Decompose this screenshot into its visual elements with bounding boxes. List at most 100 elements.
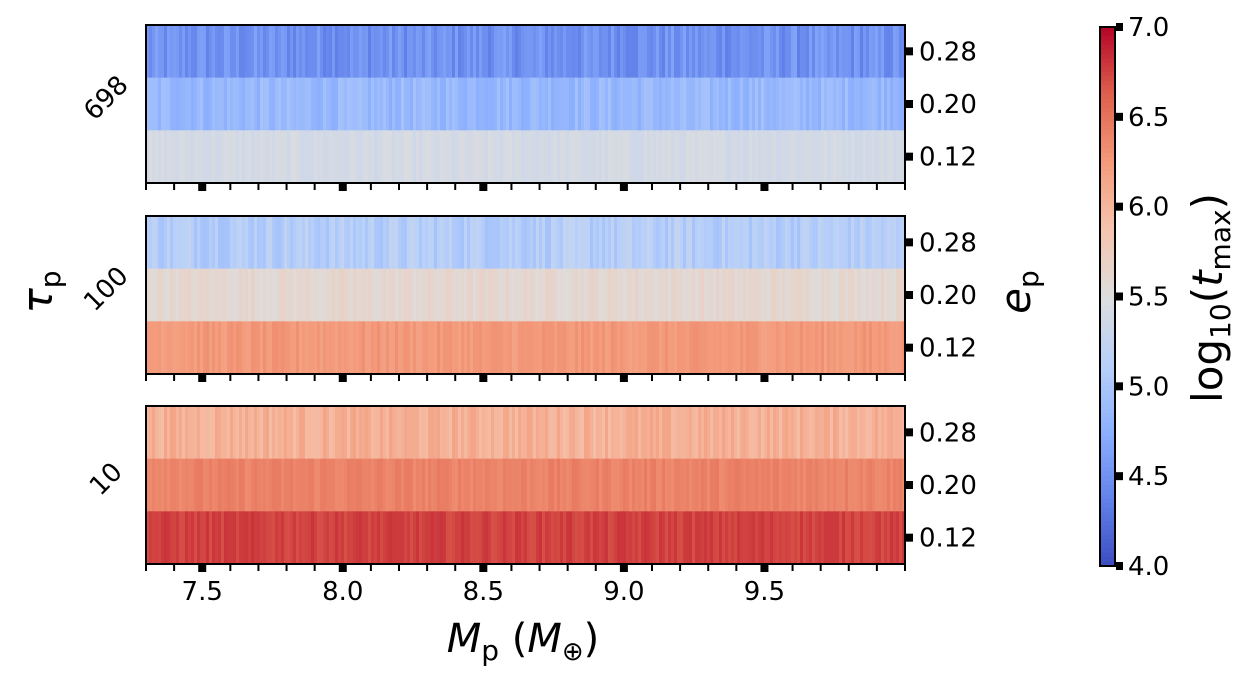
- panels-layer: 0.280.200.126980.280.200.121000.280.200.…: [78, 24, 977, 607]
- heatmap-cell: [656, 25, 660, 78]
- heatmap-cell: [260, 25, 264, 78]
- heatmap-cell: [269, 511, 273, 565]
- heatmap-cell: [599, 321, 603, 375]
- heatmap-cell: [779, 216, 783, 269]
- heatmap-cell: [866, 321, 870, 375]
- heatmap-cell: [647, 216, 651, 269]
- heatmap-cell: [509, 130, 513, 184]
- heatmap-cell: [248, 25, 252, 78]
- heatmap-cell: [830, 268, 834, 322]
- heatmap-cell: [557, 511, 561, 565]
- heatmap-cell: [158, 511, 162, 565]
- heatmap-cell: [278, 406, 282, 459]
- heatmap-cell: [218, 25, 222, 78]
- colorbar-segment: [1100, 170, 1115, 176]
- heatmap-cell: [242, 268, 246, 322]
- heatmap-cell: [197, 458, 201, 512]
- heatmap-cell: [332, 130, 336, 184]
- heatmap-cell: [212, 511, 216, 565]
- heatmap-cell: [596, 25, 600, 78]
- heatmap-cell: [476, 458, 480, 512]
- heatmap-cell: [614, 458, 618, 512]
- heatmap-cell: [215, 25, 219, 78]
- heatmap-cell: [686, 130, 690, 184]
- heatmap-cell: [251, 268, 255, 322]
- heatmap-cell: [812, 321, 816, 375]
- heatmap-cell: [218, 321, 222, 375]
- heatmap-cell: [527, 321, 531, 375]
- heatmap-cell: [509, 77, 513, 131]
- heatmap-cell: [761, 130, 765, 184]
- heatmap-cell: [176, 130, 180, 184]
- colorbar-segment: [1100, 471, 1115, 477]
- heatmap-cell: [248, 406, 252, 459]
- right-tick-label: 0.28: [919, 228, 977, 258]
- heatmap-cell: [224, 321, 228, 375]
- heatmap-cell: [671, 130, 675, 184]
- heatmap-cell: [227, 130, 231, 184]
- heatmap-cell: [647, 406, 651, 459]
- heatmap-cell: [212, 216, 216, 269]
- heatmap-cell: [584, 458, 588, 512]
- heatmap-cell: [734, 216, 738, 269]
- heatmap-cell: [185, 406, 189, 459]
- heatmap-cell: [770, 25, 774, 78]
- heatmap-cell: [239, 25, 243, 78]
- colorbar-segment: [1100, 516, 1115, 522]
- heatmap-cell: [245, 268, 249, 322]
- heatmap-cell: [644, 25, 648, 78]
- heatmap-cell: [764, 216, 768, 269]
- heatmap-cell: [803, 511, 807, 565]
- heatmap-cell: [392, 511, 396, 565]
- heatmap-cell: [713, 321, 717, 375]
- heatmap-cell: [377, 130, 381, 184]
- heatmap-cell: [272, 130, 276, 184]
- heatmap-cell: [584, 77, 588, 131]
- heatmap-cell: [290, 25, 294, 78]
- heatmap-cell: [587, 130, 591, 184]
- heatmap-cell: [380, 77, 384, 131]
- heatmap-cell: [362, 216, 366, 269]
- heatmap-cell: [593, 406, 597, 459]
- heatmap-cell: [302, 268, 306, 322]
- heatmap-cell: [818, 130, 822, 184]
- heatmap-cell: [314, 25, 318, 78]
- heatmap-cell: [491, 25, 495, 78]
- heatmap-cell: [839, 216, 843, 269]
- colorbar-segment: [1100, 125, 1115, 131]
- heatmap-cell: [638, 321, 642, 375]
- heatmap-cell: [320, 321, 324, 375]
- heatmap-cell: [482, 25, 486, 78]
- heatmap-cell: [449, 130, 453, 184]
- heatmap-cell: [215, 511, 219, 565]
- heatmap-cell: [527, 77, 531, 131]
- heatmap-cell: [218, 268, 222, 322]
- heatmap-cell: [653, 321, 657, 375]
- heatmap-cell: [173, 77, 177, 131]
- heatmap-cell: [821, 25, 825, 78]
- heatmap-cell: [791, 216, 795, 269]
- heatmap-cell: [185, 77, 189, 131]
- heatmap-cell: [602, 130, 606, 184]
- heatmap-cell: [884, 216, 888, 269]
- heatmap-cell: [260, 268, 264, 322]
- heatmap-cell: [473, 458, 477, 512]
- heatmap-cell: [737, 511, 741, 565]
- heatmap-cell: [338, 321, 342, 375]
- heatmap-cell: [674, 406, 678, 459]
- right-tick-mark: [906, 291, 913, 299]
- heatmap-cell: [437, 25, 441, 78]
- heatmap-cell: [731, 458, 735, 512]
- heatmap-cell: [617, 406, 621, 459]
- heatmap-cell: [902, 268, 906, 322]
- colorbar-segment: [1100, 534, 1115, 540]
- heatmap-cell: [206, 268, 210, 322]
- colorbar-segment: [1100, 116, 1115, 122]
- heatmap-cell: [872, 321, 876, 375]
- heatmap-cell: [440, 406, 444, 459]
- heatmap-cell: [377, 511, 381, 565]
- heatmap-cell: [803, 216, 807, 269]
- heatmap-cell: [683, 511, 687, 565]
- heatmap-cell: [638, 130, 642, 184]
- heatmap-cell: [362, 77, 366, 131]
